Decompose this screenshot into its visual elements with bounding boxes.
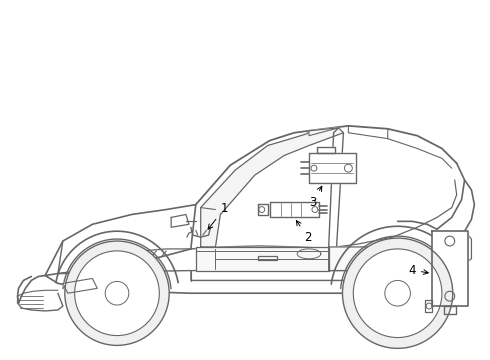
Polygon shape xyxy=(425,300,432,312)
Polygon shape xyxy=(63,278,98,293)
Polygon shape xyxy=(444,306,456,314)
Polygon shape xyxy=(309,153,356,183)
Polygon shape xyxy=(201,128,343,247)
Circle shape xyxy=(353,249,442,338)
Text: 4: 4 xyxy=(409,264,428,276)
Circle shape xyxy=(343,238,453,348)
Polygon shape xyxy=(432,231,467,306)
Circle shape xyxy=(65,241,169,345)
Text: 1: 1 xyxy=(208,202,228,229)
Polygon shape xyxy=(258,204,268,215)
Circle shape xyxy=(74,251,159,336)
Polygon shape xyxy=(171,215,189,227)
Text: 3: 3 xyxy=(309,186,322,208)
Polygon shape xyxy=(196,247,329,271)
Polygon shape xyxy=(329,247,413,271)
Polygon shape xyxy=(317,147,335,153)
Polygon shape xyxy=(270,202,319,217)
Text: 2: 2 xyxy=(296,221,312,244)
Circle shape xyxy=(105,282,129,305)
Circle shape xyxy=(385,280,411,306)
